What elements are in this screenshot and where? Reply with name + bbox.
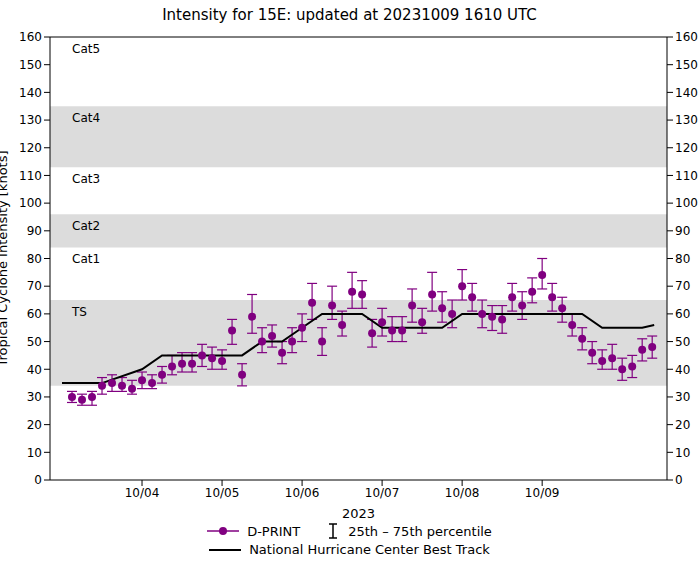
svg-text:80: 80: [27, 252, 42, 266]
svg-text:Cat2: Cat2: [72, 219, 100, 233]
svg-text:20: 20: [27, 418, 42, 432]
html-text:25th – 75th percentile: 25th – 75th percentile: [348, 523, 492, 539]
svg-text:90: 90: [675, 224, 690, 238]
svg-text:70: 70: [27, 279, 42, 293]
svg-text:40: 40: [27, 363, 42, 377]
svg-text:80: 80: [675, 252, 690, 266]
svg-text:30: 30: [27, 390, 42, 404]
html-text:Intensity for 15E: updated at: Intensity for 15E: updated at 20231009 1…: [162, 6, 537, 24]
svg-text:130: 130: [19, 113, 42, 127]
svg-text:Cat4: Cat4: [72, 111, 100, 125]
svg-text:50: 50: [27, 335, 42, 349]
svg-text:150: 150: [19, 58, 42, 72]
svg-text:10: 10: [675, 446, 690, 460]
svg-text:110: 110: [19, 169, 42, 183]
svg-text:60: 60: [675, 307, 690, 321]
svg-text:0: 0: [675, 473, 683, 487]
svg-text:Cat1: Cat1: [72, 252, 100, 266]
svg-text:90: 90: [27, 224, 42, 238]
svg-text:40: 40: [675, 363, 690, 377]
svg-text:70: 70: [675, 279, 690, 293]
svg-text:10/04: 10/04: [125, 486, 160, 500]
svg-text:10/06: 10/06: [285, 486, 320, 500]
html-text:D-PRINT: D-PRINT: [247, 523, 301, 539]
svg-text:130: 130: [675, 113, 691, 127]
svg-text:120: 120: [19, 141, 42, 155]
svg-text:100: 100: [19, 196, 42, 210]
svg-text:140: 140: [19, 86, 42, 100]
svg-text:10/09: 10/09: [525, 486, 560, 500]
svg-text:100: 100: [675, 196, 691, 210]
svg-text:160: 160: [19, 30, 42, 44]
svg-text:140: 140: [675, 86, 691, 100]
svg-text:120: 120: [675, 141, 691, 155]
svg-text:150: 150: [675, 58, 691, 72]
svg-text:2023: 2023: [342, 506, 375, 520]
html-text:National Hurricane Center Best: National Hurricane Center Best Track: [249, 542, 490, 557]
svg-text:Tropical Cyclone Intensity [kn: Tropical Cyclone Intensity [knots]: [8, 150, 10, 367]
svg-text:110: 110: [675, 169, 691, 183]
svg-text:10: 10: [27, 446, 42, 460]
svg-text:160: 160: [675, 30, 691, 44]
svg-text:0: 0: [34, 473, 42, 487]
svg-text:Cat3: Cat3: [72, 172, 100, 186]
svg-text:10/05: 10/05: [205, 486, 240, 500]
svg-text:Cat5: Cat5: [72, 42, 100, 56]
svg-text:TS: TS: [71, 305, 87, 319]
svg-text:30: 30: [675, 390, 690, 404]
svg-text:50: 50: [675, 335, 690, 349]
svg-text:10/08: 10/08: [445, 486, 480, 500]
svg-text:10/07: 10/07: [365, 486, 400, 500]
svg-text:60: 60: [27, 307, 42, 321]
svg-text:20: 20: [675, 418, 690, 432]
